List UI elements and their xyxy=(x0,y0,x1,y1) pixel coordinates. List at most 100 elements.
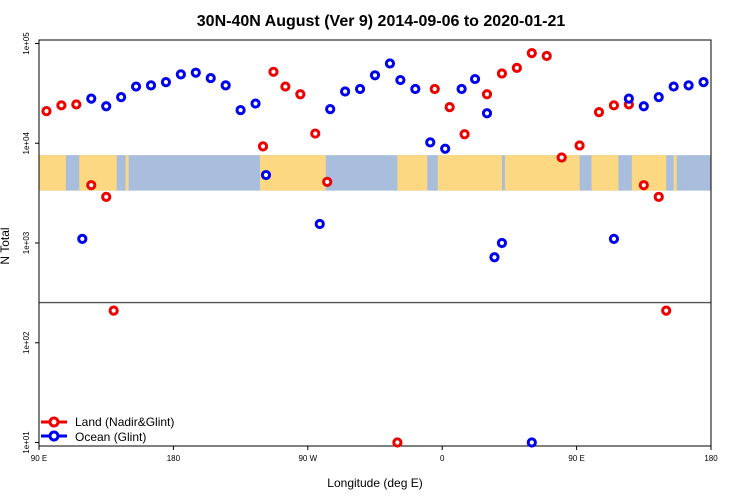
ocean-point xyxy=(481,108,493,119)
land-point xyxy=(56,100,67,111)
world-map-band xyxy=(39,155,711,191)
ocean-point xyxy=(608,233,620,244)
y-tick-label: 1e+02 xyxy=(22,331,31,354)
land-segment xyxy=(591,155,619,191)
ocean-point xyxy=(395,74,406,86)
land-point xyxy=(541,50,552,62)
land-point xyxy=(444,102,455,113)
land-segment xyxy=(504,155,580,191)
y-tick-label: 1e+04 xyxy=(22,131,31,154)
y-axis: 1e+01 1e+02 1e+03 1e+04 1e+05 xyxy=(22,32,39,454)
ocean-point xyxy=(250,98,261,109)
land-point xyxy=(429,83,440,95)
ocean-point xyxy=(369,70,381,81)
legend: Land (Nadir&Glint) Ocean (Glint) xyxy=(41,415,174,444)
land-point xyxy=(280,81,291,92)
land-point xyxy=(41,106,52,117)
ocean-point xyxy=(653,92,664,103)
ocean-point xyxy=(623,93,634,104)
ocean-point xyxy=(175,69,186,80)
y-axis-label: N Total xyxy=(0,227,12,264)
ocean-point xyxy=(340,86,351,97)
x-axis: 90 E 180 90 W 0 90 E 180 xyxy=(31,446,718,463)
legend-marker-land xyxy=(48,416,60,428)
land-point xyxy=(310,128,321,139)
ocean-point xyxy=(384,58,396,69)
land-point xyxy=(108,305,119,316)
legend-label-land: Land (Nadir&Glint) xyxy=(75,415,174,429)
land-segment xyxy=(260,155,326,191)
ocean-point xyxy=(190,67,201,78)
ocean-point xyxy=(440,143,451,154)
land-point xyxy=(257,141,269,152)
land-point xyxy=(392,437,403,448)
land-point xyxy=(608,100,620,111)
land-point xyxy=(526,48,537,59)
legend-marker-ocean xyxy=(48,430,60,442)
x-tick-label: 90 W xyxy=(298,454,317,463)
y-tick-label: 1e+03 xyxy=(22,231,31,254)
land-point xyxy=(268,66,279,77)
land-point xyxy=(511,62,522,73)
land-segment xyxy=(79,155,117,191)
ocean-point xyxy=(235,104,246,116)
ocean-point xyxy=(526,437,537,448)
x-tick-label: 90 E xyxy=(568,454,584,463)
land-point xyxy=(574,140,585,151)
land-point xyxy=(556,152,567,163)
land-point xyxy=(496,68,508,79)
land-point xyxy=(71,99,82,110)
legend-item-land: Land (Nadir&Glint) xyxy=(41,415,174,429)
land-point xyxy=(459,129,470,140)
ocean-point xyxy=(160,77,172,88)
x-tick-label: 90 E xyxy=(31,454,47,463)
ocean-point xyxy=(698,77,709,88)
x-tick-label: 0 xyxy=(440,454,445,463)
y-tick-label: 1e+05 xyxy=(22,32,31,55)
ocean-point xyxy=(638,101,649,112)
ocean-point xyxy=(130,81,142,92)
ocean-point xyxy=(116,92,127,103)
land-point xyxy=(295,89,306,100)
ocean-point xyxy=(410,83,421,95)
ocean-point xyxy=(145,80,157,91)
land-point xyxy=(653,191,664,202)
ocean-point xyxy=(220,80,231,91)
x-tick-label: 180 xyxy=(167,454,181,463)
ocean-point xyxy=(469,73,481,85)
land-segment xyxy=(631,155,667,191)
ocean-point xyxy=(260,169,272,181)
land-segment xyxy=(39,155,66,191)
land-point xyxy=(101,191,112,202)
ocean-point xyxy=(77,233,88,244)
ocean-point xyxy=(314,218,325,230)
ocean-point xyxy=(354,83,366,95)
x-axis-label: Longitude (deg E) xyxy=(327,476,422,490)
ocean-point xyxy=(683,80,694,91)
ocean-point xyxy=(101,101,112,112)
ocean-point xyxy=(205,72,216,84)
ocean-point xyxy=(456,83,467,95)
land-point xyxy=(638,180,649,191)
ocean-point xyxy=(668,81,679,92)
x-tick-label: 180 xyxy=(704,454,718,463)
y-tick-label: 1e+01 xyxy=(22,431,31,454)
land-segment xyxy=(125,155,129,191)
legend-item-ocean: Ocean (Glint) xyxy=(41,430,146,444)
land-point xyxy=(322,176,333,187)
land-point xyxy=(86,180,97,191)
land-series xyxy=(41,48,672,448)
ocean-series xyxy=(77,58,709,448)
land-segment xyxy=(437,155,502,191)
chart-title: 30N-40N August (Ver 9) 2014-09-06 to 202… xyxy=(197,13,566,30)
ocean-point xyxy=(325,103,336,115)
ocean-point xyxy=(425,137,436,148)
land-point xyxy=(661,305,672,316)
land-point xyxy=(593,107,605,118)
land-segment xyxy=(673,155,677,191)
legend-label-ocean: Ocean (Glint) xyxy=(75,430,146,444)
land-point xyxy=(481,89,493,100)
land-segment xyxy=(397,155,428,191)
ocean-point xyxy=(489,252,500,263)
